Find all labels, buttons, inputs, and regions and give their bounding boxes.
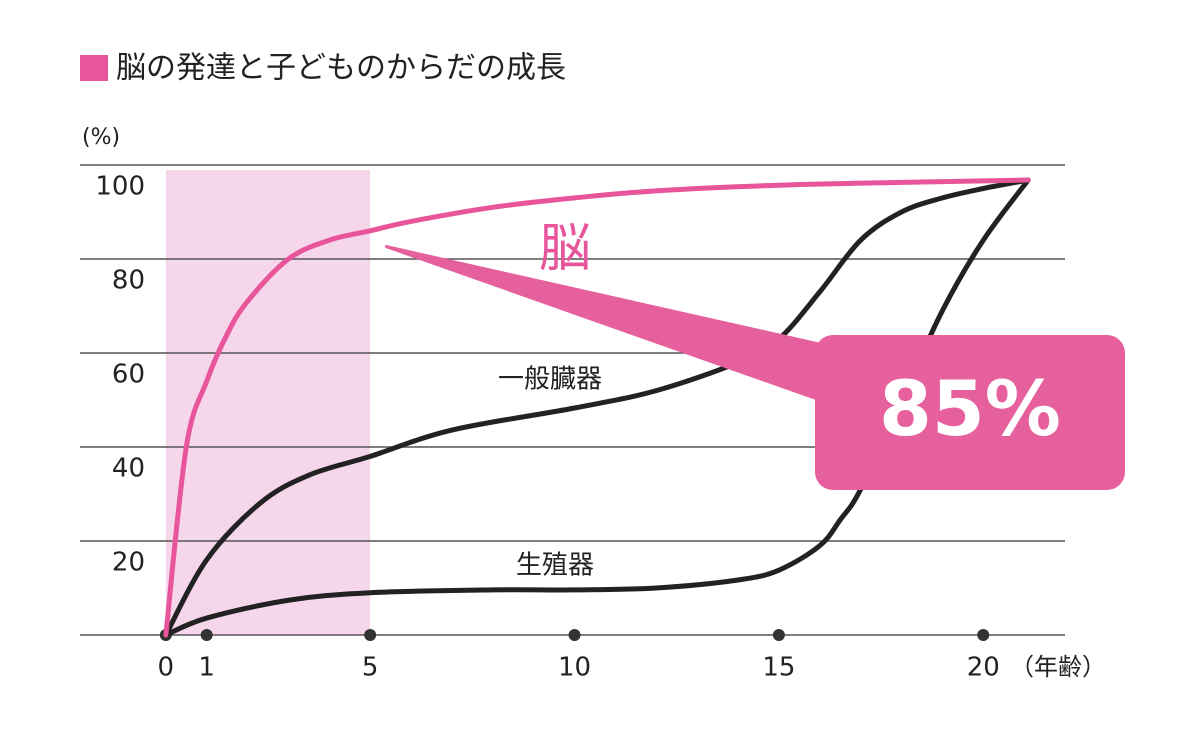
callout-pointer (385, 244, 830, 405)
callout-text: 85% (879, 364, 1061, 453)
x-tick-dot (568, 629, 581, 641)
x-tick-dot (772, 629, 785, 641)
y-tick-label: 80 (112, 266, 145, 296)
y-axis-label: (%) (82, 125, 120, 150)
y-tick-label: 100 (95, 172, 145, 202)
y-tick-label: 60 (112, 360, 145, 390)
series-label: 生殖器 (516, 551, 594, 581)
series-label: 一般臓器 (498, 365, 602, 395)
x-tick-label: 15 (762, 653, 795, 683)
x-tick-label: 20 (967, 653, 1000, 683)
x-tick-label: 1 (198, 653, 215, 683)
x-tick-label: 0 (158, 653, 175, 683)
callout-box (815, 335, 1125, 490)
title-marker (80, 55, 108, 81)
chart-title: 脳の発達と子どものからだの成長 (116, 51, 566, 86)
x-tick-dot (200, 629, 213, 641)
x-tick-dot (977, 629, 990, 641)
x-axis-label: （年齢） (1010, 653, 1106, 681)
series-label: 脳 (539, 219, 591, 279)
x-tick-dot (364, 629, 377, 641)
y-tick-label: 20 (112, 548, 145, 578)
series-line (163, 177, 1031, 638)
y-tick-label: 40 (112, 454, 145, 484)
x-tick-label: 5 (362, 653, 379, 683)
series-line (163, 177, 1031, 638)
x-tick-label: 10 (558, 653, 591, 683)
